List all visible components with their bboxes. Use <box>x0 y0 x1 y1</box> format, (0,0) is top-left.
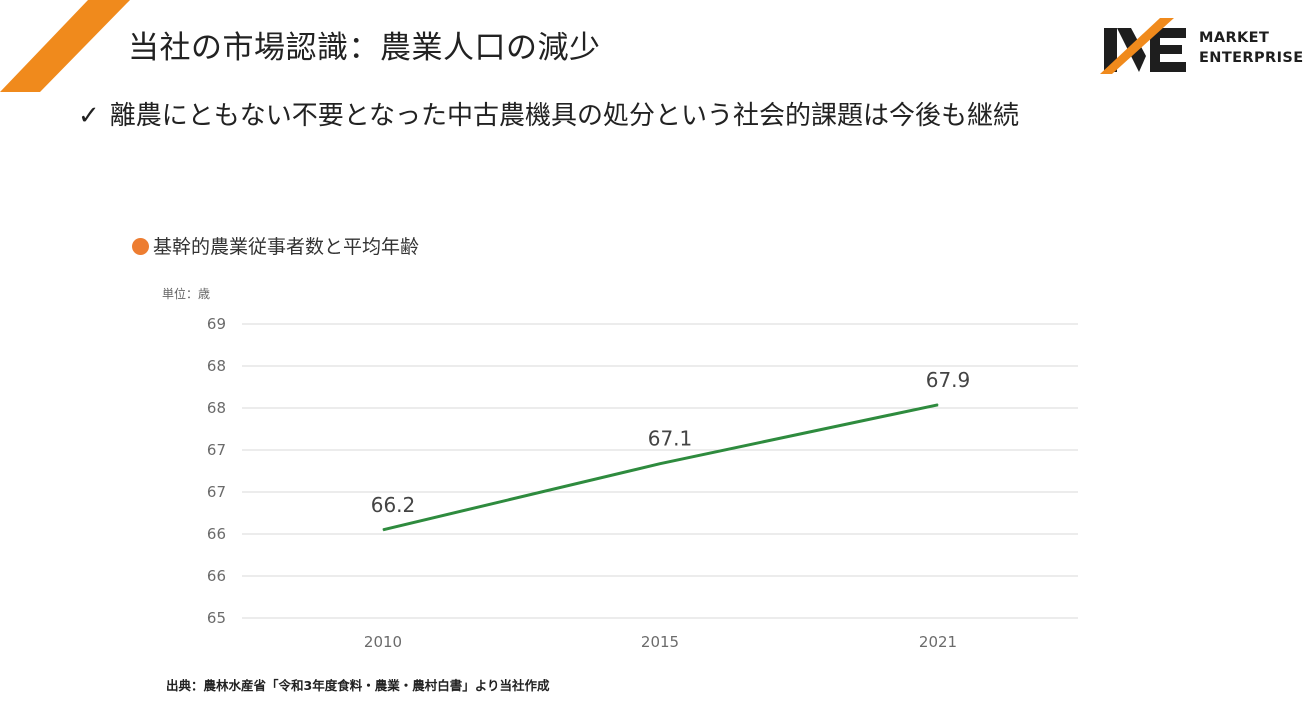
grid-layer <box>242 323 1078 619</box>
y-tick-label: 68 <box>207 399 226 417</box>
unit-label: 単位：歳 <box>162 287 211 301</box>
logo-text-enterprise: ENTERPRISE <box>1199 50 1304 66</box>
data-label: 66.2 <box>371 493 416 517</box>
data-point <box>937 404 939 406</box>
logo-text-market: MARKET <box>1199 30 1270 46</box>
data-label: 67.9 <box>926 368 971 392</box>
checkmark-icon: ✓ <box>78 101 100 131</box>
x-tick-label: 2010 <box>364 633 402 651</box>
source-note: 出典：農林水産省「令和3年度食料・農業・農村白書」より当社作成 <box>166 678 550 693</box>
chart-title: 基幹的農業従事者数と平均年齢 <box>132 232 419 259</box>
data-label-layer: 66.2 67.1 67.9 <box>371 368 971 517</box>
orange-bullet-icon <box>132 238 149 255</box>
data-point <box>382 529 384 531</box>
market-enterprise-logo <box>1100 18 1186 74</box>
series-layer <box>382 403 939 532</box>
data-point <box>659 463 661 465</box>
y-tick-label: 68 <box>207 357 226 375</box>
y-tick-label: 66 <box>207 525 226 543</box>
x-tick-label: 2021 <box>919 633 957 651</box>
y-tick-layer: 69 68 68 67 67 66 66 65 <box>207 315 226 627</box>
corner-accent-stripe <box>0 0 130 92</box>
y-tick-label: 66 <box>207 567 226 585</box>
data-label: 67.1 <box>648 427 693 451</box>
y-tick-label: 65 <box>207 609 226 627</box>
page-title: 当社の市場認識：農業人口の減少 <box>128 30 601 66</box>
x-tick-label: 2015 <box>641 633 679 651</box>
headline-text: 離農にともない不要となった中古農機具の処分という社会的課題は今後も継続 <box>109 101 1020 131</box>
y-tick-label: 67 <box>207 441 226 459</box>
series-line-average-age <box>382 403 939 532</box>
y-tick-label: 67 <box>207 483 226 501</box>
headline: ✓ 離農にともない不要となった中古農機具の処分という社会的課題は今後も継続 <box>78 95 1019 132</box>
y-tick-label: 69 <box>207 315 226 333</box>
x-tick-layer: 2010 2015 2021 <box>364 633 957 651</box>
chart-title-text: 基幹的農業従事者数と平均年齢 <box>153 236 420 258</box>
